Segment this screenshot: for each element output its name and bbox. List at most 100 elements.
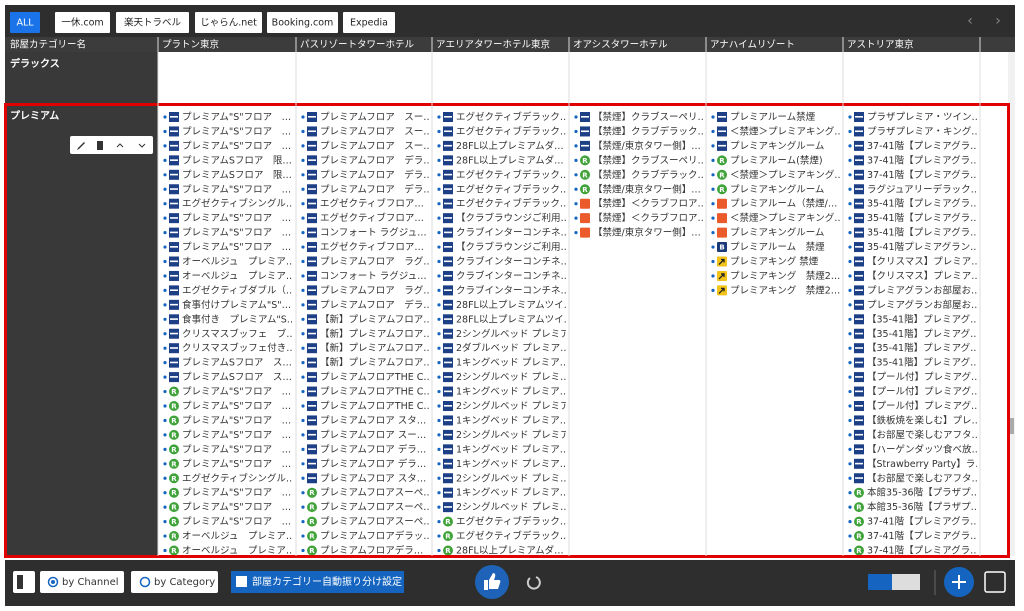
room-item[interactable]: クリスマスブッフェ ブ…	[163, 328, 295, 340]
layout-icon[interactable]	[13, 571, 35, 593]
room-item[interactable]: プレミアムフロアTHE C…	[301, 401, 432, 412]
room-item[interactable]: R 本館35-36階【プラザプ…	[848, 501, 980, 513]
room-item[interactable]: R プレミアム"S"フロア …	[163, 502, 291, 513]
room-item[interactable]: プレミアキング 禁煙	[711, 256, 819, 268]
room-item[interactable]: 【クラブラウンジご利用…	[437, 241, 570, 253]
room-item[interactable]: プレミアキングルーム	[711, 227, 824, 239]
room-item[interactable]: クラブインターコンチネ…	[437, 256, 570, 268]
room-item[interactable]: R プレミアム"S"フロア …	[163, 415, 291, 426]
room-item[interactable]: プレミアムフロア スタ…	[301, 473, 426, 484]
room-item[interactable]: エグゼクティブデラック…	[437, 169, 569, 181]
room-item[interactable]: プレミアムフロア デラ…	[301, 183, 432, 195]
room-item[interactable]: 【新】プレミアムフロア…	[301, 342, 432, 354]
room-item[interactable]: プレミアムフロア スー…	[301, 112, 432, 123]
room-item[interactable]: R 37-41階【プレミアグラ…	[848, 516, 979, 528]
room-item[interactable]: コンフォート ラグジュ…	[301, 270, 427, 282]
room-item[interactable]: 【プール付】プレミアグ…	[848, 371, 980, 383]
export-icon[interactable]	[984, 571, 1006, 593]
room-item[interactable]: エグゼクティブフロア…	[301, 212, 424, 224]
room-item[interactable]: エグゼクティブシングル…	[163, 198, 295, 210]
room-item[interactable]: ＜禁煙＞プレミアキング…	[711, 212, 843, 224]
room-item[interactable]: プレミアグランお部屋お…	[848, 284, 980, 296]
room-item[interactable]: 37-41階【プレミアグラ…	[848, 154, 979, 166]
room-item[interactable]: オーベルジュ プレミア…	[163, 270, 295, 282]
room-item[interactable]: プレミアムフロア スー…	[301, 140, 432, 152]
room-item[interactable]: 2シングルベッド プレミア…	[437, 400, 579, 412]
tab[interactable]: Expedia	[343, 12, 395, 33]
next-arrow[interactable]: ›	[995, 13, 1001, 29]
room-item[interactable]: プレミアム"S"フロア …	[163, 126, 291, 137]
up-button[interactable]	[116, 143, 124, 148]
room-item[interactable]: プレミアムフロア スー…	[301, 126, 432, 137]
room-item[interactable]: プレミアムSフロア 限…	[163, 169, 292, 181]
room-item[interactable]: プレミアムフロア スタ…	[301, 415, 426, 426]
room-item[interactable]: R プレミアキングルーム	[711, 183, 824, 195]
room-item[interactable]: 【クリスマス】プレミア…	[848, 270, 980, 282]
room-item[interactable]: 【お部屋で楽しむアフタ…	[848, 472, 981, 484]
room-item[interactable]: 28FL以上プレミアムツイ…	[437, 299, 573, 311]
room-item[interactable]: R 【禁煙】クラブスーペリ…	[574, 154, 707, 166]
room-item[interactable]: プレミアムSフロア ス…	[163, 372, 292, 383]
room-item[interactable]: 【禁煙】＜クラブフロア…	[574, 212, 707, 224]
room-item[interactable]: R プレミアムフロアスーペ…	[301, 487, 432, 499]
room-item[interactable]: R 【禁煙】クラブデラック…	[574, 169, 707, 181]
room-item[interactable]: 【お部屋で楽しむアフタ…	[848, 429, 981, 441]
room-item[interactable]: 【クリスマス】プレミア…	[848, 256, 980, 268]
room-item[interactable]: エグゼクティブデラック…	[437, 125, 569, 137]
auto-assign-button[interactable]	[231, 571, 404, 593]
room-item[interactable]: B プレミアルーム 禁煙	[711, 242, 825, 253]
room-item[interactable]: 【禁煙】クラブデラック…	[574, 125, 707, 137]
tab[interactable]: 一休.com	[55, 12, 110, 33]
room-item[interactable]: 【禁煙】＜クラブフロア…	[574, 198, 707, 210]
room-item[interactable]: クラブインターコンチネ…	[437, 270, 570, 282]
room-item[interactable]: R オーベルジュ プレミア…	[163, 546, 295, 557]
room-item[interactable]: 【Strawberry Party】ラ…	[848, 458, 984, 470]
room-item[interactable]: 【禁煙/東京タワー側】…	[574, 140, 701, 152]
room-item[interactable]: 【35-41階】プレミアグ…	[848, 328, 979, 340]
room-item[interactable]: プレミアルーム禁煙	[711, 112, 816, 123]
room-item[interactable]: プラザプレミア・キング…	[848, 125, 980, 137]
tab[interactable]: 楽天トラベル	[116, 12, 189, 33]
room-item[interactable]: R プレミアルーム(禁煙)	[711, 155, 823, 166]
room-item[interactable]: エグゼクティブデラック…	[437, 198, 569, 210]
room-item[interactable]: R プレミアムフロアデラ…	[301, 545, 423, 557]
room-item[interactable]: プレミアムフロア ラグ…	[301, 284, 432, 296]
room-item[interactable]: プレミアキング 禁煙2…	[711, 284, 840, 296]
room-item[interactable]: 1キングベッド プレミア…	[437, 357, 569, 369]
room-item[interactable]: エグゼクティブフロア…	[301, 198, 424, 210]
room-item[interactable]: 2シングルベッド プレミ…	[437, 501, 569, 513]
room-item[interactable]: プレミアムフロア デラ…	[301, 299, 432, 311]
room-item[interactable]: プレミアムフロア デラ…	[301, 458, 426, 470]
room-item[interactable]: 35-41階【プレミアグラ…	[848, 198, 979, 210]
room-item[interactable]: 【プール付】プレミアグ…	[848, 386, 980, 398]
room-item[interactable]: プレミアムSフロア 限…	[163, 155, 292, 166]
prev-arrow[interactable]: ‹	[967, 13, 973, 29]
room-item[interactable]: 37-41階【プレミアグラ…	[848, 140, 979, 152]
room-item[interactable]: 【新】プレミアムフロア…	[301, 328, 432, 340]
room-item[interactable]: 食事付き プレミアム"S…	[163, 313, 296, 325]
room-item[interactable]: エグゼクティブデラック…	[437, 111, 569, 123]
room-item[interactable]: R エグゼクティブデラック…	[437, 530, 569, 542]
room-item[interactable]: R 37-41階【プレミアグラ…	[848, 530, 979, 542]
room-item[interactable]: R 28FL以上プレミアムダ…	[437, 545, 564, 557]
room-item[interactable]: プレミアム"S"フロア …	[163, 140, 291, 152]
room-item[interactable]: 1キングベッド プレミア…	[437, 414, 569, 426]
by-channel-button[interactable]	[40, 571, 124, 593]
room-item[interactable]: R 37-41階【プレミアグラ…	[848, 545, 979, 557]
room-item[interactable]: 【禁煙/東京タワー側】…	[574, 227, 701, 239]
room-item[interactable]: R プレミアム"S"フロア …	[163, 401, 291, 412]
room-item[interactable]: 【35-41階】プレミアグ…	[848, 357, 979, 369]
room-item[interactable]: R プレミアム"S"フロア …	[163, 516, 291, 528]
room-item[interactable]: クラブインターコンチネ…	[437, 284, 570, 296]
room-item[interactable]: プレミアムSフロア ス…	[163, 357, 292, 369]
refresh-button[interactable]	[526, 576, 541, 590]
delete-button[interactable]	[97, 141, 103, 150]
room-item[interactable]: 28FL以上プレミアムダ…	[437, 154, 564, 166]
room-item[interactable]: プレミアム"S"フロア …	[163, 112, 291, 123]
room-item[interactable]: プレミアキング 禁煙2…	[711, 270, 840, 282]
room-item[interactable]: プレミアルーム（禁煙/…	[711, 198, 837, 210]
room-item[interactable]: 1キングベッド プレミア…	[437, 487, 569, 499]
down-button[interactable]	[138, 143, 146, 148]
room-item[interactable]: 【禁煙】クラブスーペリ…	[574, 111, 707, 123]
room-item[interactable]: プレミアム"S"フロア …	[163, 184, 291, 195]
